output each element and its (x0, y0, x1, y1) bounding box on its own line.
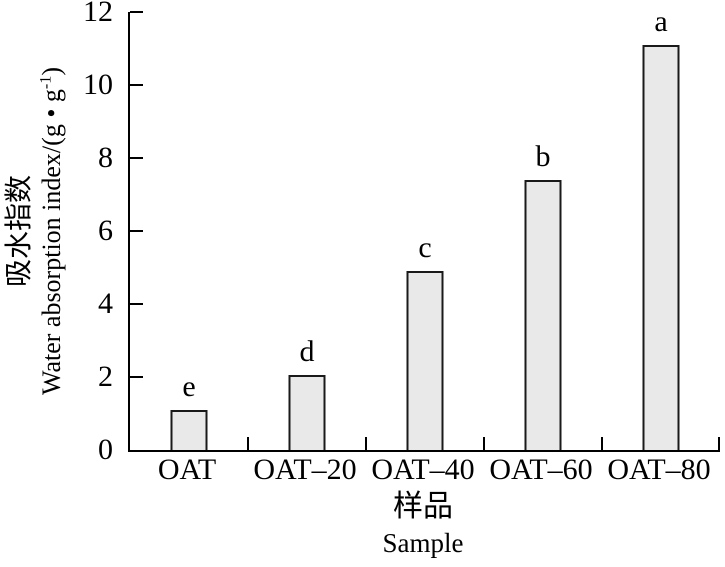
x-tick (483, 437, 485, 450)
bar-oat–40 (406, 271, 444, 450)
x-category-label: OAT–60 (489, 453, 593, 486)
x-axis-title: 样品 Sample (128, 490, 718, 559)
x-category-label: OAT–20 (253, 453, 357, 486)
y-tick (130, 157, 143, 159)
x-tick (601, 437, 603, 450)
y-tick-label: 10 (83, 68, 113, 101)
y-tick (130, 11, 143, 13)
x-axis-title-english: Sample (382, 528, 464, 558)
y-tick (130, 376, 143, 378)
y-tick-label: 6 (98, 214, 113, 247)
y-axis-tick-labels: 0 2 4 6 8 10 12 (0, 0, 128, 465)
bar-oat (170, 409, 208, 450)
bar-significance-letter: b (535, 139, 551, 173)
bar-oat–20 (288, 375, 326, 450)
x-tick (718, 437, 720, 450)
x-tick (365, 437, 367, 450)
y-tick (130, 230, 143, 232)
y-tick (130, 303, 143, 305)
bar-significance-letter: d (299, 335, 315, 369)
y-tick (130, 84, 143, 86)
x-category-label: OAT (157, 453, 217, 486)
plot-area: e d c b a (128, 6, 720, 452)
y-tick-label: 0 (98, 433, 113, 466)
y-tick-label: 4 (98, 287, 113, 320)
y-tick-label: 12 (83, 0, 113, 28)
bar-significance-letter: a (654, 4, 668, 38)
x-axis-category-labels: OAT OAT–20 OAT–40 OAT–60 OAT–80 (128, 455, 718, 485)
bar-oat–80 (642, 44, 680, 450)
x-category-label: OAT–40 (371, 453, 475, 486)
y-tick-label: 8 (98, 141, 113, 174)
bar-significance-letter: c (418, 231, 432, 265)
x-axis-title-chinese: 样品 (393, 490, 453, 523)
x-category-label: OAT–80 (607, 453, 711, 486)
bar-oat–60 (524, 179, 562, 450)
y-tick-label: 2 (98, 360, 113, 393)
bar-significance-letter: e (182, 369, 196, 403)
x-tick (247, 437, 249, 450)
